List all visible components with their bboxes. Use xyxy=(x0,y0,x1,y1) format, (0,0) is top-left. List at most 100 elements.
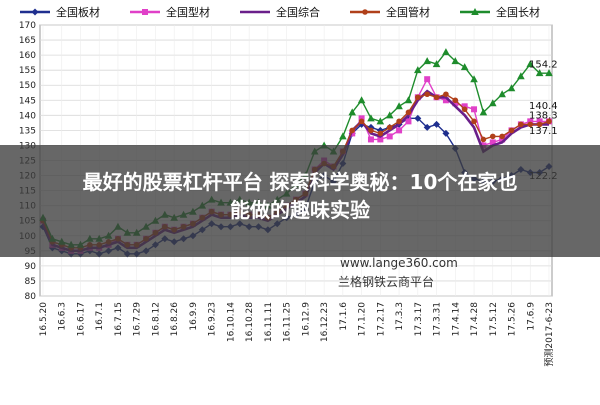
x-tick-label: 16.11.11 xyxy=(264,302,274,342)
data-point xyxy=(498,90,506,98)
data-point xyxy=(499,136,506,143)
end-annotation: 154.2 xyxy=(529,60,558,71)
y-tick-label: 170 xyxy=(19,21,36,31)
legend-label: 全国管材 xyxy=(386,5,430,19)
data-point xyxy=(386,133,393,140)
data-point xyxy=(471,118,477,125)
end-annotation: 138.3 xyxy=(529,110,558,121)
y-tick-label: 165 xyxy=(19,36,36,46)
data-point xyxy=(424,91,430,98)
data-point xyxy=(518,121,524,128)
data-point xyxy=(377,130,384,137)
x-tick-label: 16.12.23 xyxy=(320,302,330,342)
x-tick-label: 16.7.15 xyxy=(114,302,124,336)
x-tick-label: 16.7.1 xyxy=(95,302,105,331)
data-point xyxy=(415,94,421,101)
x-tick-label: 16.9.23 xyxy=(208,302,218,336)
legend-marker xyxy=(362,9,368,15)
data-point xyxy=(545,69,553,77)
data-point xyxy=(414,114,422,122)
data-point xyxy=(349,127,356,134)
data-point xyxy=(526,60,535,68)
x-tick-label: 16.6.17 xyxy=(76,302,86,336)
data-point xyxy=(357,96,366,104)
data-point xyxy=(471,106,478,113)
x-tick-label: 17.5.26 xyxy=(508,302,518,337)
watermark-url: www.lange360.com xyxy=(340,256,458,270)
data-point xyxy=(404,96,413,104)
x-tick-label: 16.10.14 xyxy=(226,302,236,342)
x-tick-label: 16.9.9 xyxy=(189,302,199,331)
y-tick-label: 145 xyxy=(19,96,36,106)
data-point xyxy=(443,91,449,98)
y-tick-label: 160 xyxy=(19,51,36,61)
y-tick-label: 135 xyxy=(19,126,36,136)
y-tick-label: 80 xyxy=(25,292,37,302)
x-tick-label: 16.11.25 xyxy=(283,302,293,342)
x-tick-label: 17.6.9 xyxy=(526,302,536,331)
end-annotation: 137.1 xyxy=(529,126,558,137)
data-point xyxy=(424,76,431,83)
data-point xyxy=(461,106,468,113)
y-tick-label: 85 xyxy=(25,277,36,287)
legend-marker xyxy=(31,8,39,16)
overlay-band xyxy=(0,145,600,257)
data-point xyxy=(527,118,534,125)
data-point xyxy=(358,118,365,125)
data-point xyxy=(517,72,525,80)
data-point xyxy=(499,133,505,140)
data-point xyxy=(339,132,347,140)
x-tick-label: 16.12.9 xyxy=(301,302,311,337)
y-tick-label: 140 xyxy=(19,111,36,121)
data-point xyxy=(358,115,365,122)
x-tick-label: 16.8.12 xyxy=(151,302,161,336)
data-point xyxy=(535,69,544,77)
x-tick-label: 16.5.20 xyxy=(39,302,49,337)
x-tick-label: 预测2017-6-23 xyxy=(544,302,555,367)
x-tick-label: 17.5.12 xyxy=(489,302,499,336)
legend-label: 全国型材 xyxy=(166,5,210,19)
end-annotation: 140.4 xyxy=(529,101,558,112)
data-point xyxy=(546,118,552,125)
data-point xyxy=(432,60,441,68)
data-point xyxy=(386,124,393,131)
data-point xyxy=(396,118,402,125)
x-tick-label: 16.6.3 xyxy=(58,302,68,331)
data-point xyxy=(508,127,515,134)
overlay-title-line1: 最好的股票杠杆平台 探索科学奥秘：10个在家也 xyxy=(82,170,518,194)
y-tick-label: 150 xyxy=(19,81,36,91)
data-point xyxy=(470,75,478,83)
data-point xyxy=(405,118,412,125)
data-point xyxy=(507,84,516,92)
legend-label: 全国长材 xyxy=(496,5,540,19)
data-point xyxy=(442,48,450,56)
data-point xyxy=(377,136,384,143)
data-point xyxy=(489,139,496,146)
data-point xyxy=(442,129,450,137)
data-point xyxy=(452,97,459,104)
y-tick-label: 90 xyxy=(25,262,37,272)
data-point xyxy=(405,109,412,116)
data-point xyxy=(480,136,487,143)
data-point xyxy=(395,102,403,110)
x-tick-label: 16.7.29 xyxy=(133,302,143,337)
x-tick-label: 17.3.31 xyxy=(433,302,443,336)
data-point xyxy=(367,136,374,143)
data-point xyxy=(433,120,441,128)
data-point xyxy=(423,123,431,131)
legend-marker xyxy=(142,9,148,15)
data-point xyxy=(348,108,357,116)
legend-label: 全国综合 xyxy=(276,5,320,19)
data-point xyxy=(451,57,460,65)
data-point xyxy=(479,108,488,116)
data-point xyxy=(433,94,440,101)
data-point xyxy=(536,118,543,125)
watermark-platform: 兰格钢铁云商平台 xyxy=(338,275,435,289)
data-point xyxy=(488,99,497,107)
x-tick-label: 17.3.17 xyxy=(414,302,424,336)
data-point xyxy=(489,133,496,140)
data-point xyxy=(442,97,449,104)
x-tick-label: 16.10.28 xyxy=(245,302,255,342)
data-point xyxy=(527,121,534,128)
data-point xyxy=(367,114,375,122)
